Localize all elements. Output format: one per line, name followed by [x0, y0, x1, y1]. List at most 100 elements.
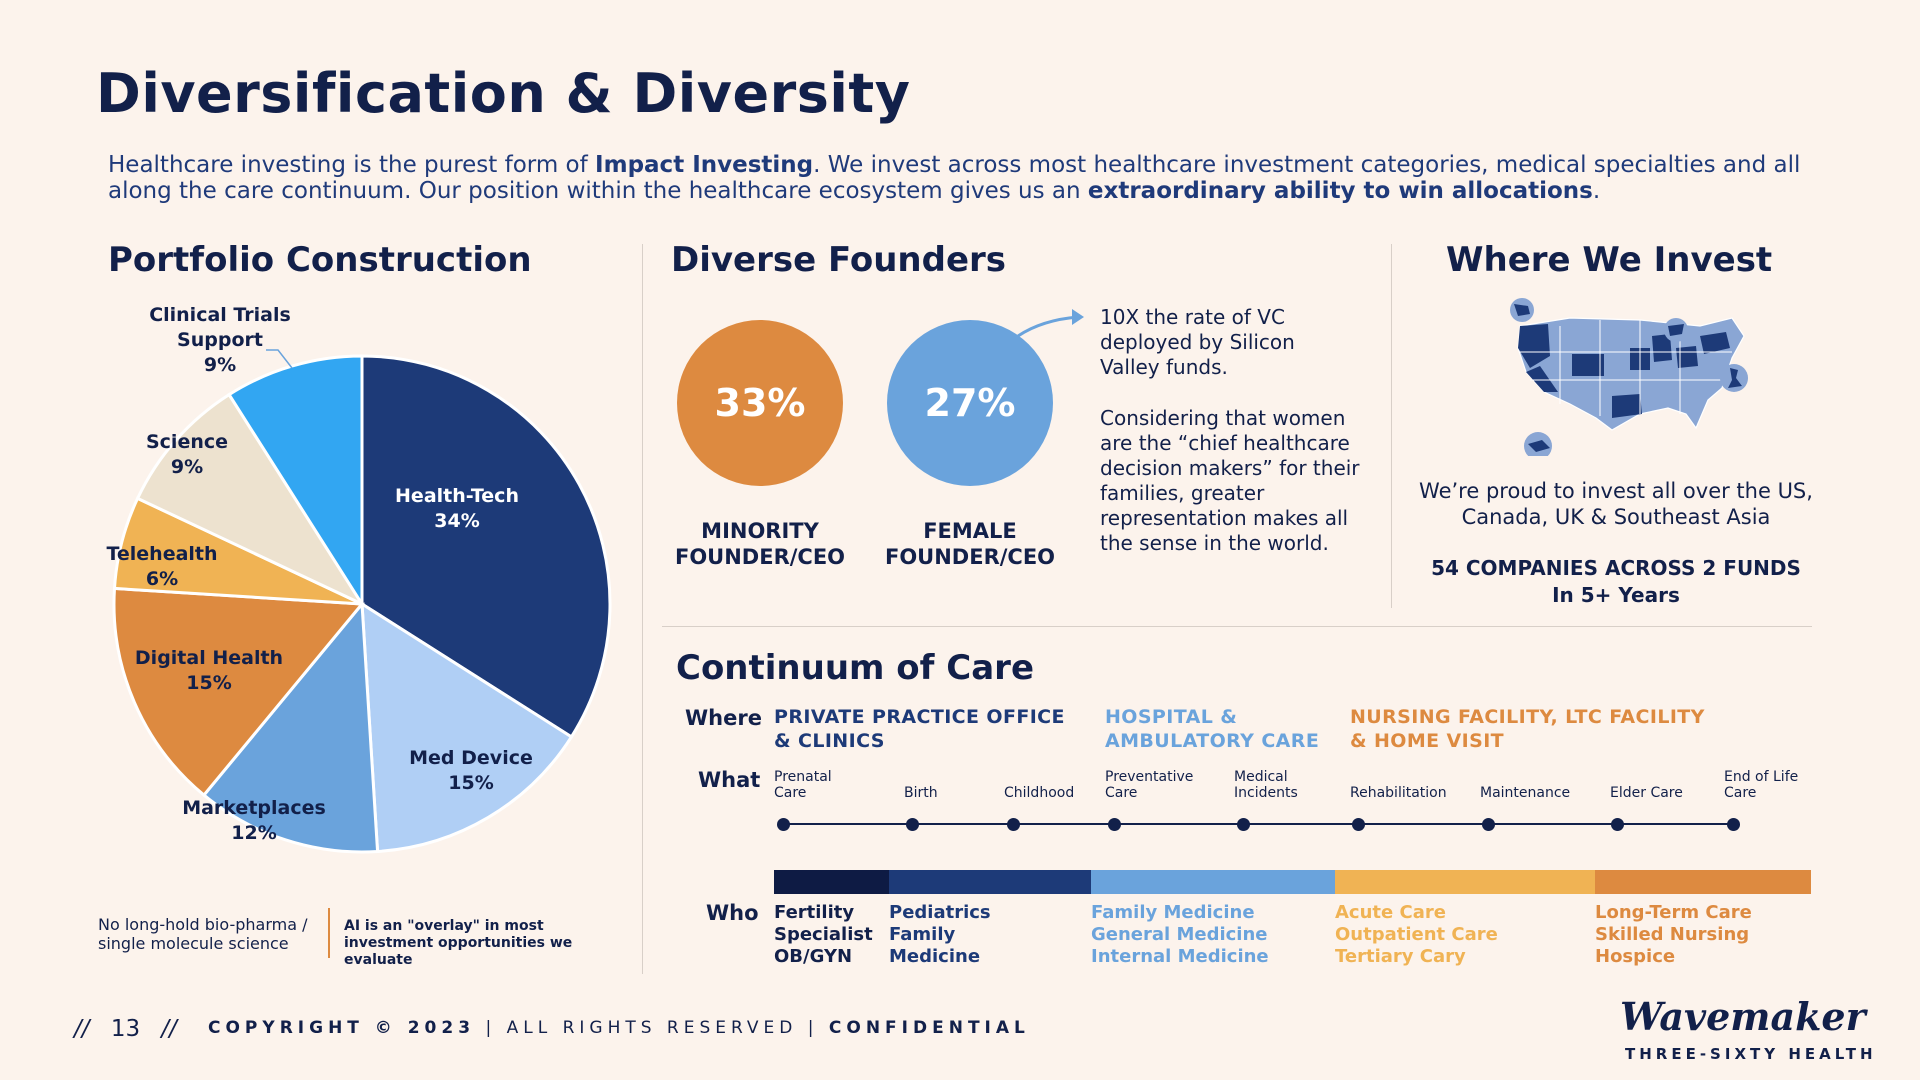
pie-slice-science	[135, 392, 367, 608]
what-medical-incidents-line1: Medical	[1234, 769, 1288, 785]
page-prefix: //	[74, 1016, 90, 1042]
wavemaker-logo: Wavemaker	[1620, 994, 1866, 1039]
what-prenatal-care: Prenatal Care	[774, 769, 832, 801]
minority-founder-circle: 33%	[677, 320, 843, 486]
who-hospital-line3: Internal Medicine	[1091, 946, 1269, 967]
location-hospital-line2: AMBULATORY CARE	[1105, 730, 1320, 752]
female-founder-label-line2: FOUNDER/CEO	[884, 545, 1056, 569]
pie-label-clinical-trials-pct: 9%	[203, 354, 237, 376]
where-invest-companies: 54 COMPANIES ACROSS 2 FUNDS In 5+ Years	[1406, 555, 1826, 609]
pie-label-digital-health-pct: 15%	[186, 672, 232, 694]
female-founder-pct: 27%	[924, 381, 1016, 425]
pie-label-clinical-trials-name: Clinical Trials Support	[149, 304, 291, 351]
continuum-heading: Continuum of Care	[676, 648, 1035, 688]
pie-slice-digital-health	[112, 586, 366, 798]
divider-left	[642, 244, 643, 974]
what-elder-care: Elder Care	[1610, 785, 1683, 801]
page-number: 13	[110, 1016, 141, 1042]
footnote-ai-overlay: AI is an "overlay" in most investment op…	[344, 918, 573, 968]
founders-heading: Diverse Founders	[671, 240, 1007, 280]
timeline-dot-medical-incidents	[1237, 818, 1250, 831]
footer-copyright-text: COPYRIGHT © 2023	[208, 1018, 476, 1038]
timeline-dot-elder-care	[1611, 818, 1624, 831]
what-end-of-life-care-line2: Care	[1724, 785, 1757, 801]
location-private-practice-line1: PRIVATE PRACTICE OFFICE	[774, 706, 1065, 728]
pie-label-clinical-trials: Clinical Trials Support 9%	[135, 303, 305, 378]
what-elder-care-line: Elder Care	[1610, 785, 1683, 801]
female-founder-label: FEMALE FOUNDER/CEO	[870, 518, 1070, 570]
what-rehabilitation: Rehabilitation	[1350, 785, 1447, 801]
pie-label-marketplaces-pct: 12%	[231, 822, 277, 844]
intro-bold-1: Impact Investing	[595, 152, 814, 178]
what-childhood-line: Childhood	[1004, 785, 1075, 801]
footnote-separator	[328, 908, 330, 958]
what-medical-incidents-line2: Incidents	[1234, 785, 1298, 801]
founder-note-vc-rate: 10X the rate of VC deployed by Silicon V…	[1100, 305, 1295, 379]
portfolio-heading: Portfolio Construction	[108, 240, 532, 280]
where-invest-companies-line2: In 5+ Years	[1552, 583, 1680, 607]
who-acute-line2: Outpatient Care	[1335, 924, 1498, 945]
what-medical-incidents: Medical Incidents	[1234, 769, 1298, 801]
pie-label-telehealth-pct: 6%	[145, 568, 179, 590]
who-acute-line3: Tertiary Cary	[1335, 946, 1466, 967]
footer-rights: ALL RIGHTS RESERVED	[506, 1018, 798, 1038]
who-pediatrics-line1: Pediatrics	[889, 902, 991, 923]
divider-horizontal	[662, 626, 1812, 627]
wavemaker-logo-subtitle: THREE-SIXTY HEALTH	[1625, 1045, 1877, 1063]
page-title: Diversification & Diversity	[96, 62, 911, 125]
intro-text-3: .	[1592, 178, 1601, 204]
continuum-where-label: Where	[685, 706, 762, 730]
who-fertility-line3: OB/GYN	[774, 946, 853, 967]
footnote-bio-pharma: No long-hold bio-pharma / single molecul…	[98, 915, 308, 953]
continuum-who-label: Who	[706, 901, 759, 925]
where-invest-companies-line1: 54 COMPANIES ACROSS 2 FUNDS	[1431, 556, 1801, 580]
who-hospital-line2: General Medicine	[1091, 924, 1268, 945]
what-maintenance-line: Maintenance	[1480, 785, 1571, 801]
intro-paragraph: Healthcare investing is the purest form …	[108, 152, 1848, 204]
what-preventative-care-line2: Care	[1105, 785, 1138, 801]
what-prenatal-care-line2: Care	[774, 785, 807, 801]
pie-label-med-device-name: Med Device	[409, 747, 533, 769]
page-suffix: //	[161, 1016, 177, 1042]
us-map-graphic	[1510, 298, 1748, 456]
who-group-acute: Acute Care Outpatient Care Tertiary Cary	[1335, 902, 1498, 968]
pie-label-digital-health: Digital Health 15%	[124, 646, 294, 696]
care-bar-segment-long-term	[1595, 870, 1811, 894]
minority-founder-pct: 33%	[714, 381, 806, 425]
pie-slice-marketplaces	[201, 600, 380, 854]
footer-page-indicator: // 13 //	[74, 1016, 177, 1042]
timeline-dot-prenatal	[777, 818, 790, 831]
who-long-term-line2: Skilled Nursing	[1595, 924, 1750, 945]
who-pediatrics-line3: Medicine	[889, 946, 981, 967]
what-preventative-care-line1: Preventative	[1105, 769, 1194, 785]
pie-label-health-tech: Health-Tech 34%	[387, 484, 527, 534]
timeline-dot-preventative	[1108, 818, 1121, 831]
pie-label-marketplaces-name: Marketplaces	[182, 797, 326, 819]
location-private-practice-line2: & CLINICS	[774, 730, 885, 752]
what-rehabilitation-line: Rehabilitation	[1350, 785, 1447, 801]
care-bar-segment-acute	[1335, 870, 1595, 894]
care-bar-segment-hospital	[1091, 870, 1335, 894]
footer-sep-2: |	[807, 1018, 819, 1038]
continuum-what-label: What	[698, 768, 761, 792]
minority-founder-label: MINORITY FOUNDER/CEO	[660, 518, 860, 570]
who-long-term-line3: Hospice	[1595, 946, 1676, 967]
who-acute-line1: Acute Care	[1335, 902, 1446, 923]
pie-label-telehealth: Telehealth 6%	[102, 542, 222, 592]
location-nursing: NURSING FACILITY, LTC FACILITY & HOME VI…	[1350, 705, 1705, 753]
pie-label-science-name: Science	[145, 431, 229, 453]
timeline-dot-birth	[906, 818, 919, 831]
pie-slice-clinical-trials-support	[227, 354, 364, 610]
what-childhood: Childhood	[1004, 785, 1074, 801]
timeline-line	[782, 823, 1734, 825]
location-private-practice: PRIVATE PRACTICE OFFICE & CLINICS	[774, 705, 1065, 753]
female-founder-label-line1: FEMALE	[923, 519, 1017, 543]
minority-founder-label-line2: FOUNDER/CEO	[674, 545, 846, 569]
who-long-term-line1: Long-Term Care	[1595, 902, 1752, 923]
intro-text-1: Healthcare investing is the purest form …	[108, 152, 596, 178]
pie-label-health-tech-pct: 34%	[434, 510, 480, 532]
pie-label-marketplaces: Marketplaces 12%	[174, 796, 334, 846]
who-fertility-line1: Fertility	[774, 902, 855, 923]
what-birth: Birth	[904, 785, 938, 801]
clinical-trials-leader-line	[266, 349, 293, 369]
